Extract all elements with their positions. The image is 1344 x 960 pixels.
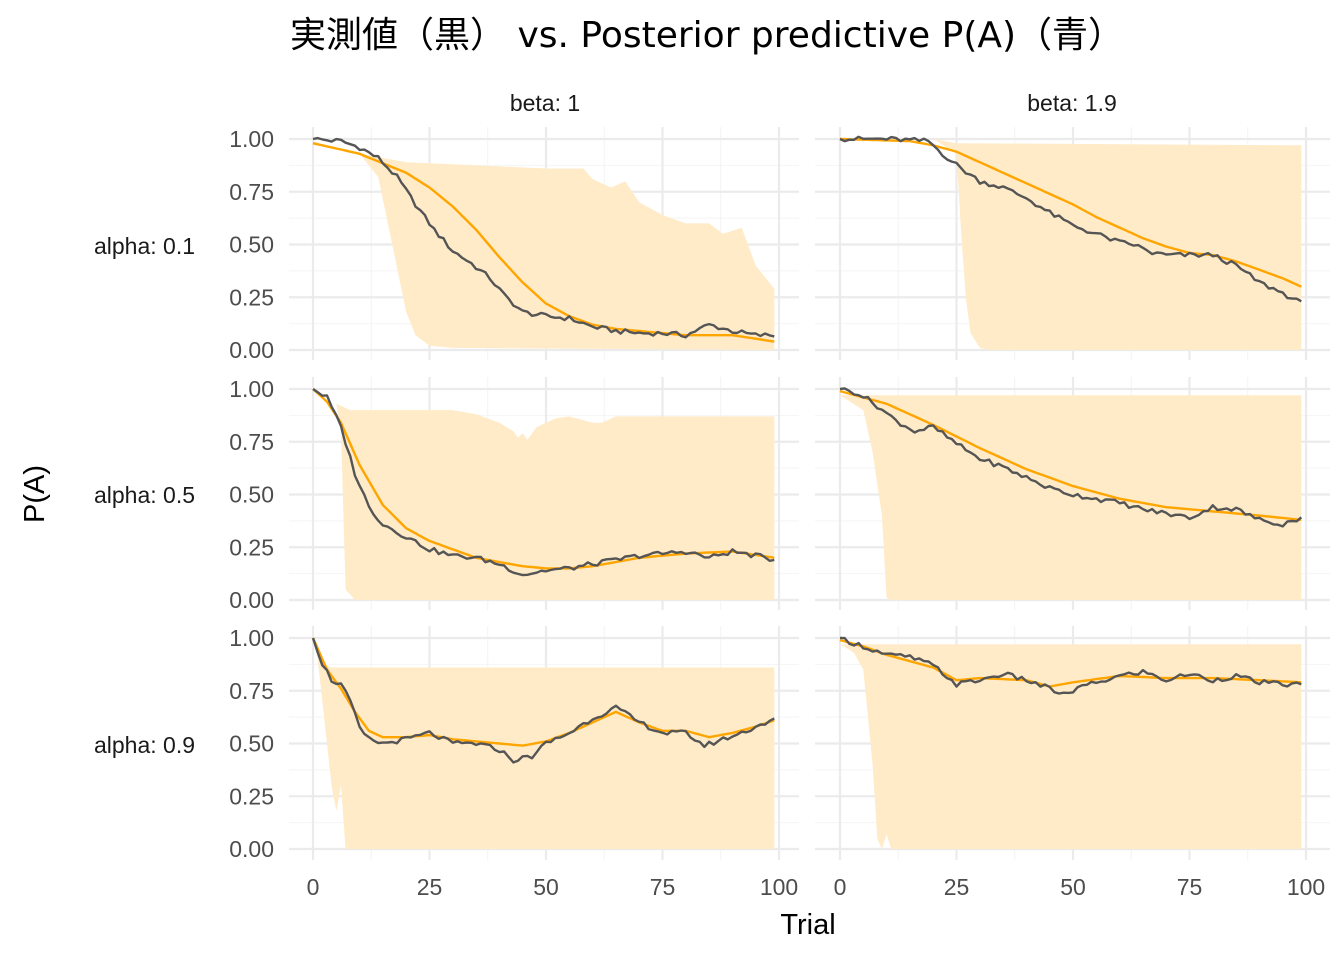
row-label-alpha-0-9: alpha: 0.9: [94, 732, 195, 758]
x-tick-label: 100: [760, 874, 798, 900]
y-tick-label: 0.75: [229, 179, 274, 205]
row-label-alpha-0-5: alpha: 0.5: [94, 482, 195, 508]
row-label-alpha-0-1: alpha: 0.1: [94, 233, 195, 259]
y-axis-title: P(A): [19, 465, 51, 523]
predictive-interval-band: [313, 389, 775, 600]
y-tick-label: 0.00: [229, 587, 274, 613]
strip-label-beta-1-9: beta: 1.9: [1027, 90, 1117, 116]
panel-alpha-0-5-beta-1-9: [815, 377, 1330, 610]
x-axis-title: Trial: [780, 909, 835, 941]
predicted-mean-line: [839, 389, 1302, 521]
predictive-interval-band: [840, 644, 1302, 849]
predictive-interval-band: [313, 143, 775, 350]
y-tick-label: 0.50: [229, 482, 274, 508]
chart-title: 実測値（黒） vs. Posterior predictive P(A)（青）: [290, 15, 1124, 56]
strip-label-beta-1: beta: 1: [510, 90, 580, 116]
panel-area: 0.00 0.25 0.50 0.75 1.00 0.00 0.25 0.50 0.75 1.00…: [229, 126, 1330, 900]
x-tick-label: 75: [1177, 874, 1203, 900]
observed-line: [839, 387, 1303, 528]
x-tick-label: 50: [533, 874, 559, 900]
observed-line: [839, 636, 1302, 695]
y-tick-label: 1.00: [229, 126, 274, 152]
observed-line: [311, 637, 775, 764]
y-tick-label: 0.75: [229, 429, 274, 455]
y-tick-label: 1.00: [229, 376, 274, 402]
y-tick-label: 0.25: [229, 534, 274, 560]
observed-line: [839, 135, 1302, 303]
y-tick-label: 0.50: [229, 731, 274, 757]
panel-alpha-0-9-beta-1: 0.00 0.25 0.50 0.75 1.00 0 25 50 75 100: [229, 625, 799, 900]
x-tick-label: 100: [1287, 874, 1325, 900]
y-tick-label: 0.25: [229, 284, 274, 310]
observed-line: [312, 388, 775, 577]
y-tick-label: 0.75: [229, 678, 274, 704]
predicted-mean-line: [839, 638, 1302, 688]
x-tick-label: 0: [307, 874, 320, 900]
x-tick-label: 0: [834, 874, 847, 900]
predicted-mean-line: [839, 137, 1302, 288]
predicted-mean-line: [311, 637, 775, 747]
y-tick-label: 0.00: [229, 836, 274, 862]
panel-alpha-0-1-beta-1: 0.00 0.25 0.50 0.75 1.00: [229, 126, 799, 363]
y-tick-label: 0.50: [229, 232, 274, 258]
y-tick-label: 1.00: [229, 625, 274, 651]
predicted-mean-line: [312, 142, 775, 343]
predictive-interval-band: [840, 139, 1302, 350]
panel-alpha-0-9-beta-1-9: 0 25 50 75 100: [815, 626, 1330, 900]
y-tick-label: 0.25: [229, 783, 274, 809]
x-tick-label: 75: [650, 874, 676, 900]
predictive-interval-band: [840, 395, 1302, 600]
x-tick-label: 50: [1060, 874, 1086, 900]
y-tick-label: 0.00: [229, 337, 274, 363]
x-tick-label: 25: [944, 874, 970, 900]
panel-alpha-0-1-beta-1-9: [815, 127, 1330, 360]
x-tick-label: 25: [417, 874, 443, 900]
panel-alpha-0-5-beta-1: 0.00 0.25 0.50 0.75 1.00: [229, 376, 799, 613]
observed-line: [312, 136, 775, 339]
